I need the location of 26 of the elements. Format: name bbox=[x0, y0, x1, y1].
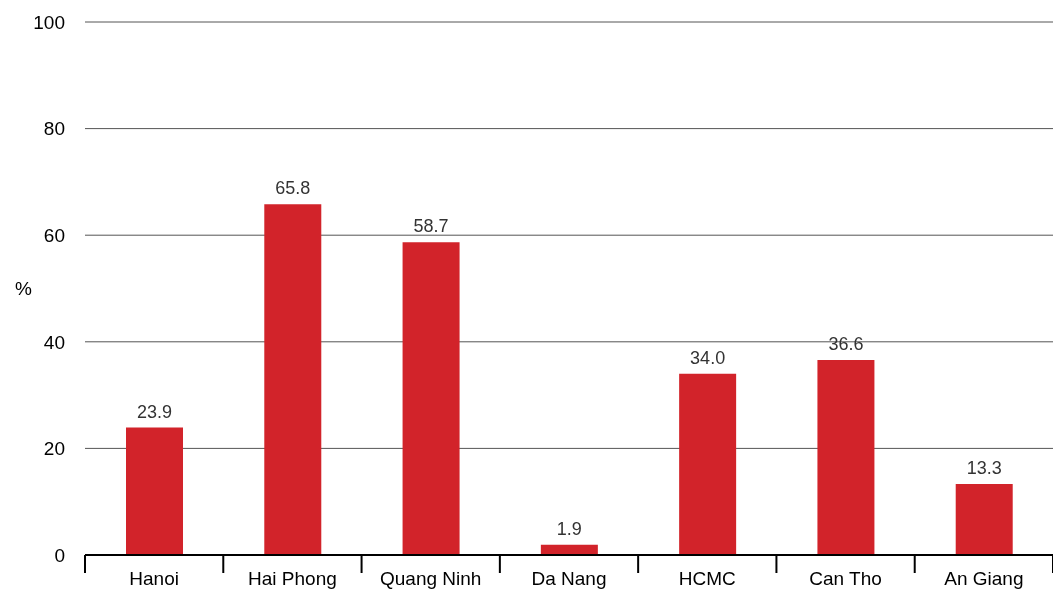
x-tick-label: Hanoi bbox=[129, 568, 179, 589]
y-tick-label: 0 bbox=[54, 544, 65, 566]
x-tick-label: Can Tho bbox=[809, 568, 882, 589]
bar bbox=[679, 373, 737, 555]
x-tick-label: Hai Phong bbox=[248, 568, 337, 589]
data-label: 23.9 bbox=[136, 401, 173, 422]
y-tick-label: 80 bbox=[43, 118, 65, 140]
y-tick-label: 40 bbox=[43, 331, 65, 353]
y-tick-label: 20 bbox=[43, 438, 65, 460]
bar bbox=[817, 359, 875, 555]
x-tick-label: An Giang bbox=[944, 568, 1024, 589]
bar bbox=[402, 242, 460, 555]
y-axis-title: % bbox=[15, 278, 32, 300]
bar bbox=[955, 484, 1013, 555]
y-tick-label: 60 bbox=[43, 224, 65, 246]
data-label: 34.0 bbox=[690, 347, 726, 368]
data-label: 58.7 bbox=[413, 216, 449, 237]
data-label: 1.9 bbox=[556, 518, 582, 539]
data-label: 13.3 bbox=[966, 458, 1002, 479]
data-label: 65.8 bbox=[275, 178, 311, 199]
bar bbox=[126, 427, 183, 555]
x-tick-label: Da Nang bbox=[531, 568, 607, 589]
x-tick-label: HCMC bbox=[678, 568, 736, 589]
bar bbox=[264, 204, 322, 555]
x-tick-label: Quang Ninh bbox=[380, 568, 482, 589]
y-tick-label: 100 bbox=[33, 11, 65, 33]
